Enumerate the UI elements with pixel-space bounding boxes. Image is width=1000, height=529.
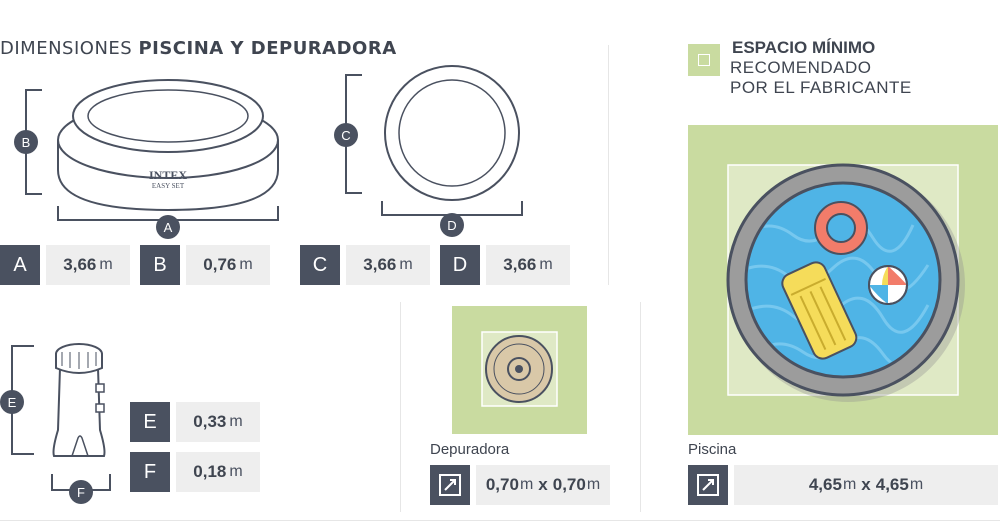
dim-value-e-unit: m [229,413,243,430]
piscina-height-unit: m [909,476,924,493]
separator-vertical-bottom [400,302,401,512]
dim-value-f-number: 0,18 [193,462,227,481]
pool-side-diagram: INTEX EASY SET B A [14,79,279,239]
depuradora-height-unit: m [586,476,601,493]
piscina-size: 4,65 m x 4,65 m [734,465,998,505]
dim-label-d: D [440,245,480,285]
dim-value-e-number: 0,33 [193,412,227,431]
depuradora-width-unit: m [519,476,534,493]
dim-value-b: 0,76 m [186,245,270,285]
space-title: ESPACIO MÍNIMO [732,38,876,57]
marker-d: D [447,218,456,233]
dim-value-a-unit: m [99,256,113,273]
piscina-sep: x [861,475,871,494]
title-prefix: DIMENSIONES [0,38,133,59]
depuradora-space-diagram [452,306,587,434]
title-bold: PISCINA Y DEPURADORA [138,38,397,59]
depuradora-width: 0,70 [485,475,519,494]
dim-value-d-number: 3,66 [503,255,537,274]
piscina-resize-icon [688,465,728,505]
marker-b: B [22,135,31,150]
pool-space-diagram [688,125,998,435]
piscina-height: 4,65 [875,475,909,494]
dim-value-a-number: 3,66 [63,255,97,274]
dim-value-d: 3,66 m [486,245,570,285]
dim-label-a: A [0,245,40,285]
separator-vertical-bottom-right [640,302,641,512]
dim-value-b-unit: m [239,256,253,273]
separator-vertical-top [608,45,609,285]
pool-top-diagram: C D [334,65,523,237]
filter-pump-diagram: E F [0,343,111,504]
separator-bottom [0,520,1000,521]
marker-a: A [164,220,173,235]
dim-value-c: 3,66 m [346,245,430,285]
dim-value-d-unit: m [539,256,553,273]
dim-value-c-number: 3,66 [363,255,397,274]
marker-c: C [341,128,350,143]
dim-label-b: B [140,245,180,285]
page-title: DIMENSIONES PISCINA Y DEPURADORA [0,38,397,59]
dim-value-e: 0,33 m [176,402,260,442]
marker-f: F [77,485,85,500]
space-line2: RECOMENDADO [730,58,872,77]
piscina-width: 4,65 [808,475,842,494]
dim-value-c-unit: m [399,256,413,273]
depuradora-resize-icon [430,465,470,505]
dim-value-a: 3,66 m [46,245,130,285]
marker-e: E [8,395,17,410]
intex-brand-text: INTEX [149,168,187,182]
depuradora-size: 0,70 m x 0,70 m [476,465,610,505]
piscina-width-unit: m [842,476,857,493]
dim-value-b-number: 0,76 [203,255,237,274]
piscina-label: Piscina [688,441,737,458]
space-legend-icon [688,44,720,76]
space-line3: POR EL FABRICANTE [730,78,912,97]
dim-label-f: F [130,452,170,492]
depuradora-height: 0,70 [552,475,586,494]
dim-value-f: 0,18 m [176,452,260,492]
depuradora-sep: x [538,475,548,494]
dim-label-c: C [300,245,340,285]
dim-label-e: E [130,402,170,442]
dim-value-f-unit: m [229,463,243,480]
intex-model-text: EASY SET [152,182,185,190]
depuradora-label: Depuradora [430,441,510,458]
